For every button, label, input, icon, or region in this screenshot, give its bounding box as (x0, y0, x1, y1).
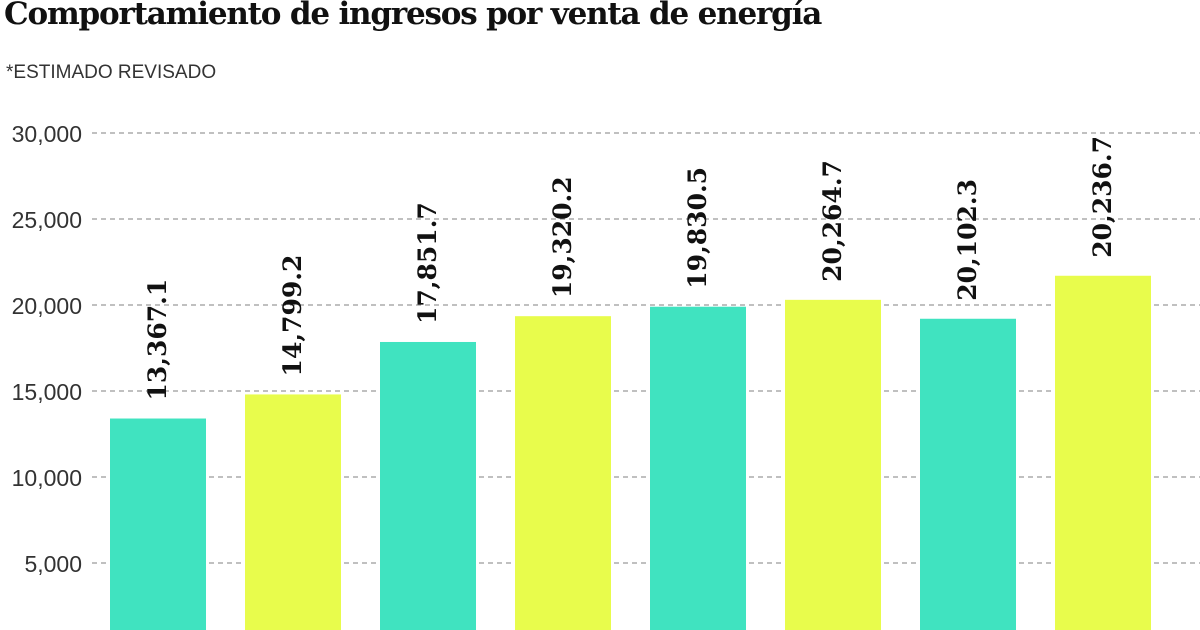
y-tick-label: 30,000 (12, 121, 82, 147)
bar-value-label: 19,830.5 (683, 167, 712, 289)
bar (920, 318, 1016, 630)
data-labels: 13,367.1 14,799.2 17,851.7 19,320.2 19,830.5… (143, 136, 1117, 401)
chart-title: Comportamiento de ingresos por venta de … (4, 0, 822, 32)
bar (650, 306, 746, 630)
bar-value-label: 14,799.2 (278, 255, 307, 377)
bar-value-label: 20,102.3 (953, 179, 982, 301)
bars (110, 275, 1151, 630)
bar-value-label: 13,367.1 (143, 279, 172, 401)
chart-subtitle: *ESTIMADO REVISADO (6, 62, 217, 83)
bar-value-label: 17,851.7 (413, 202, 442, 324)
y-tick-label: 10,000 (12, 465, 82, 491)
bar (785, 299, 881, 630)
y-tick-label: 25,000 (12, 207, 82, 233)
bar-value-label: 20,236.7 (1088, 136, 1117, 258)
bar-value-label: 20,264.7 (818, 160, 847, 282)
bar (515, 316, 611, 630)
y-tick-label: 15,000 (12, 379, 82, 405)
bar (245, 394, 341, 630)
bar (380, 341, 476, 630)
bar (110, 418, 206, 630)
bar (1055, 275, 1151, 630)
y-tick-label: 20,000 (12, 293, 82, 319)
bar-value-label: 19,320.2 (548, 176, 577, 298)
y-tick-label: 5,000 (24, 551, 82, 577)
y-axis-tick-labels: 5,000 10,000 15,000 20,000 25,000 30,000 (12, 121, 82, 577)
